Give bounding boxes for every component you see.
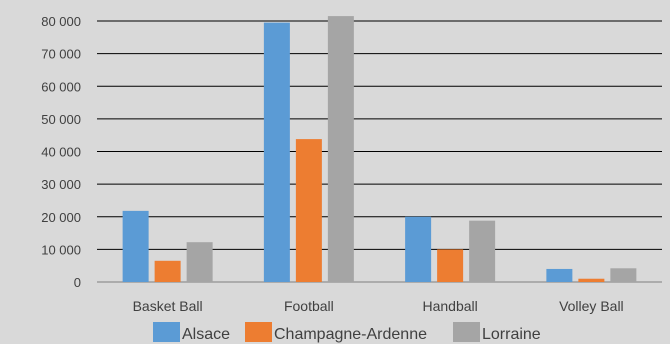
bar-champagne-ardenne-volley-ball [578,278,605,282]
legend-swatch [245,322,272,342]
bar-lorraine-handball [469,220,496,282]
bar-alsace-football [263,22,290,282]
x-category-label: Handball [422,298,477,314]
legend-swatch [153,322,180,342]
bar-champagne-ardenne-basket-ball [154,260,181,282]
legend-label: Lorraine [482,326,541,343]
y-tick-label: 0 [74,275,81,290]
y-axis-tick-labels: 0 10 000 20 000 30 000 40 000 50 000 60 000 70 … [41,14,81,290]
bars [122,16,637,282]
y-tick-label: 50 000 [41,112,81,127]
y-tick-label: 10 000 [41,242,81,257]
y-tick-label: 30 000 [41,177,81,192]
y-tick-label: 60 000 [41,79,81,94]
x-category-label: Football [284,298,334,314]
bar-alsace-handball [405,216,432,282]
legend-label: Champagne-Ardenne [274,326,427,343]
legend: Alsace Champagne-Ardenne Lorraine [153,322,541,343]
bar-alsace-basket-ball [122,210,149,282]
bar-alsace-volley-ball [546,268,573,282]
x-category-label: Volley Ball [559,298,624,314]
legend-label: Alsace [182,326,230,343]
y-tick-label: 70 000 [41,47,81,62]
x-category-label: Basket Ball [133,298,203,314]
y-tick-label: 20 000 [41,210,81,225]
bar-lorraine-basket-ball [186,242,213,282]
gridlines [97,20,662,283]
y-tick-label: 40 000 [41,145,81,160]
bar-champagne-ardenne-football [295,139,322,282]
x-axis-category-labels: Basket Ball Football Handball Volley Ball [133,298,624,314]
bar-lorraine-football [327,16,354,282]
legend-swatch [453,322,480,342]
bar-lorraine-volley-ball [610,268,637,282]
bar-champagne-ardenne-handball [437,249,464,282]
y-tick-label: 80 000 [41,14,81,29]
